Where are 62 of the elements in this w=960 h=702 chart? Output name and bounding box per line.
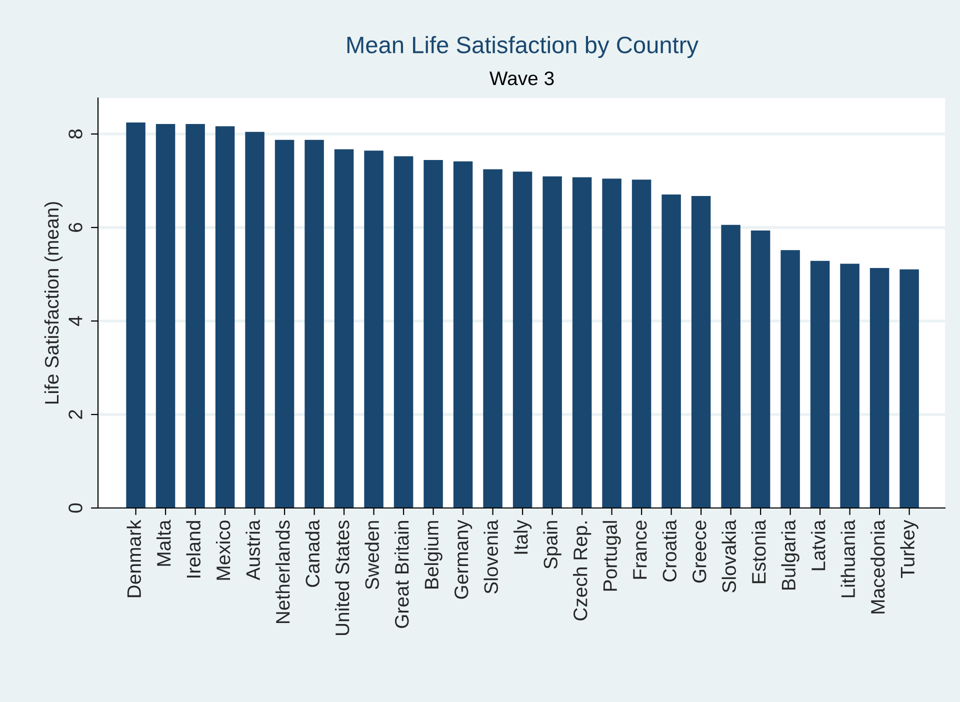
x-tick-label: Slovenia <box>484 520 498 594</box>
x-tick-label: Ireland <box>186 521 201 578</box>
y-tick-label: 6 <box>68 222 82 232</box>
y-axis-title: Life Satisfaction (mean) <box>44 202 63 404</box>
bar <box>304 140 324 508</box>
x-tick-label: Malta <box>156 520 171 566</box>
bar <box>156 124 176 508</box>
x-tick-label: Estonia <box>751 520 766 584</box>
bar <box>721 224 740 508</box>
x-tick-label: Bulgaria <box>781 520 800 590</box>
bar <box>870 268 890 508</box>
x-tick-label: United States <box>334 520 350 636</box>
bar <box>394 156 414 508</box>
bar <box>364 150 384 508</box>
bar <box>186 124 205 508</box>
x-tick-label: Mexico <box>216 520 230 580</box>
bar <box>780 250 800 508</box>
x-tick-label: Belgium <box>424 521 442 588</box>
bar <box>662 194 681 508</box>
bar <box>572 177 592 508</box>
bar <box>750 230 770 508</box>
bar <box>691 196 711 508</box>
x-tick-label: Italy <box>513 520 532 554</box>
x-tick-label: Portugal <box>602 521 621 591</box>
bar <box>245 132 264 508</box>
bar <box>900 269 919 508</box>
bar <box>542 176 562 508</box>
bar <box>126 122 146 508</box>
x-tick-label: Canada <box>305 520 320 587</box>
x-tick-label: Germany <box>454 520 472 599</box>
bar <box>512 172 532 508</box>
x-tick-label: Latvia <box>810 520 826 570</box>
x-tick-label: Greece <box>692 520 706 583</box>
x-tick-label: France <box>633 520 647 579</box>
bar <box>840 264 860 508</box>
bar <box>483 169 502 508</box>
bar <box>453 161 473 508</box>
x-tick-label: Croatia <box>662 520 677 582</box>
x-tick-label: Macedonia <box>870 520 885 614</box>
x-tick-label: Lithuania <box>840 520 856 598</box>
y-tick-label: 0 <box>68 503 82 513</box>
bar <box>334 149 354 508</box>
bar <box>632 180 652 508</box>
x-tick-label: Sweden <box>364 521 380 590</box>
x-tick-label: Great Britain <box>394 521 409 628</box>
bar <box>274 140 294 508</box>
y-tick-label: 4 <box>68 316 82 326</box>
y-tick-label: 8 <box>68 129 82 139</box>
bar <box>424 160 443 508</box>
bar <box>602 178 622 508</box>
x-tick-label: Austria <box>246 520 260 580</box>
y-tick-label: 2 <box>68 410 82 419</box>
x-tick-label: Slovakia <box>722 520 736 592</box>
x-tick-label: Turkey <box>900 520 918 578</box>
x-tick-label: Denmark <box>126 520 142 598</box>
x-tick-label: Spain <box>543 521 562 569</box>
bar <box>810 260 830 508</box>
chart-subtitle: Wave 3 <box>489 71 554 86</box>
x-tick-label: Czech Rep. <box>572 522 592 620</box>
x-tick-label: Netherlands <box>275 520 290 624</box>
chart-title: Mean Life Satisfaction by Country <box>347 36 698 58</box>
bar <box>215 126 235 508</box>
